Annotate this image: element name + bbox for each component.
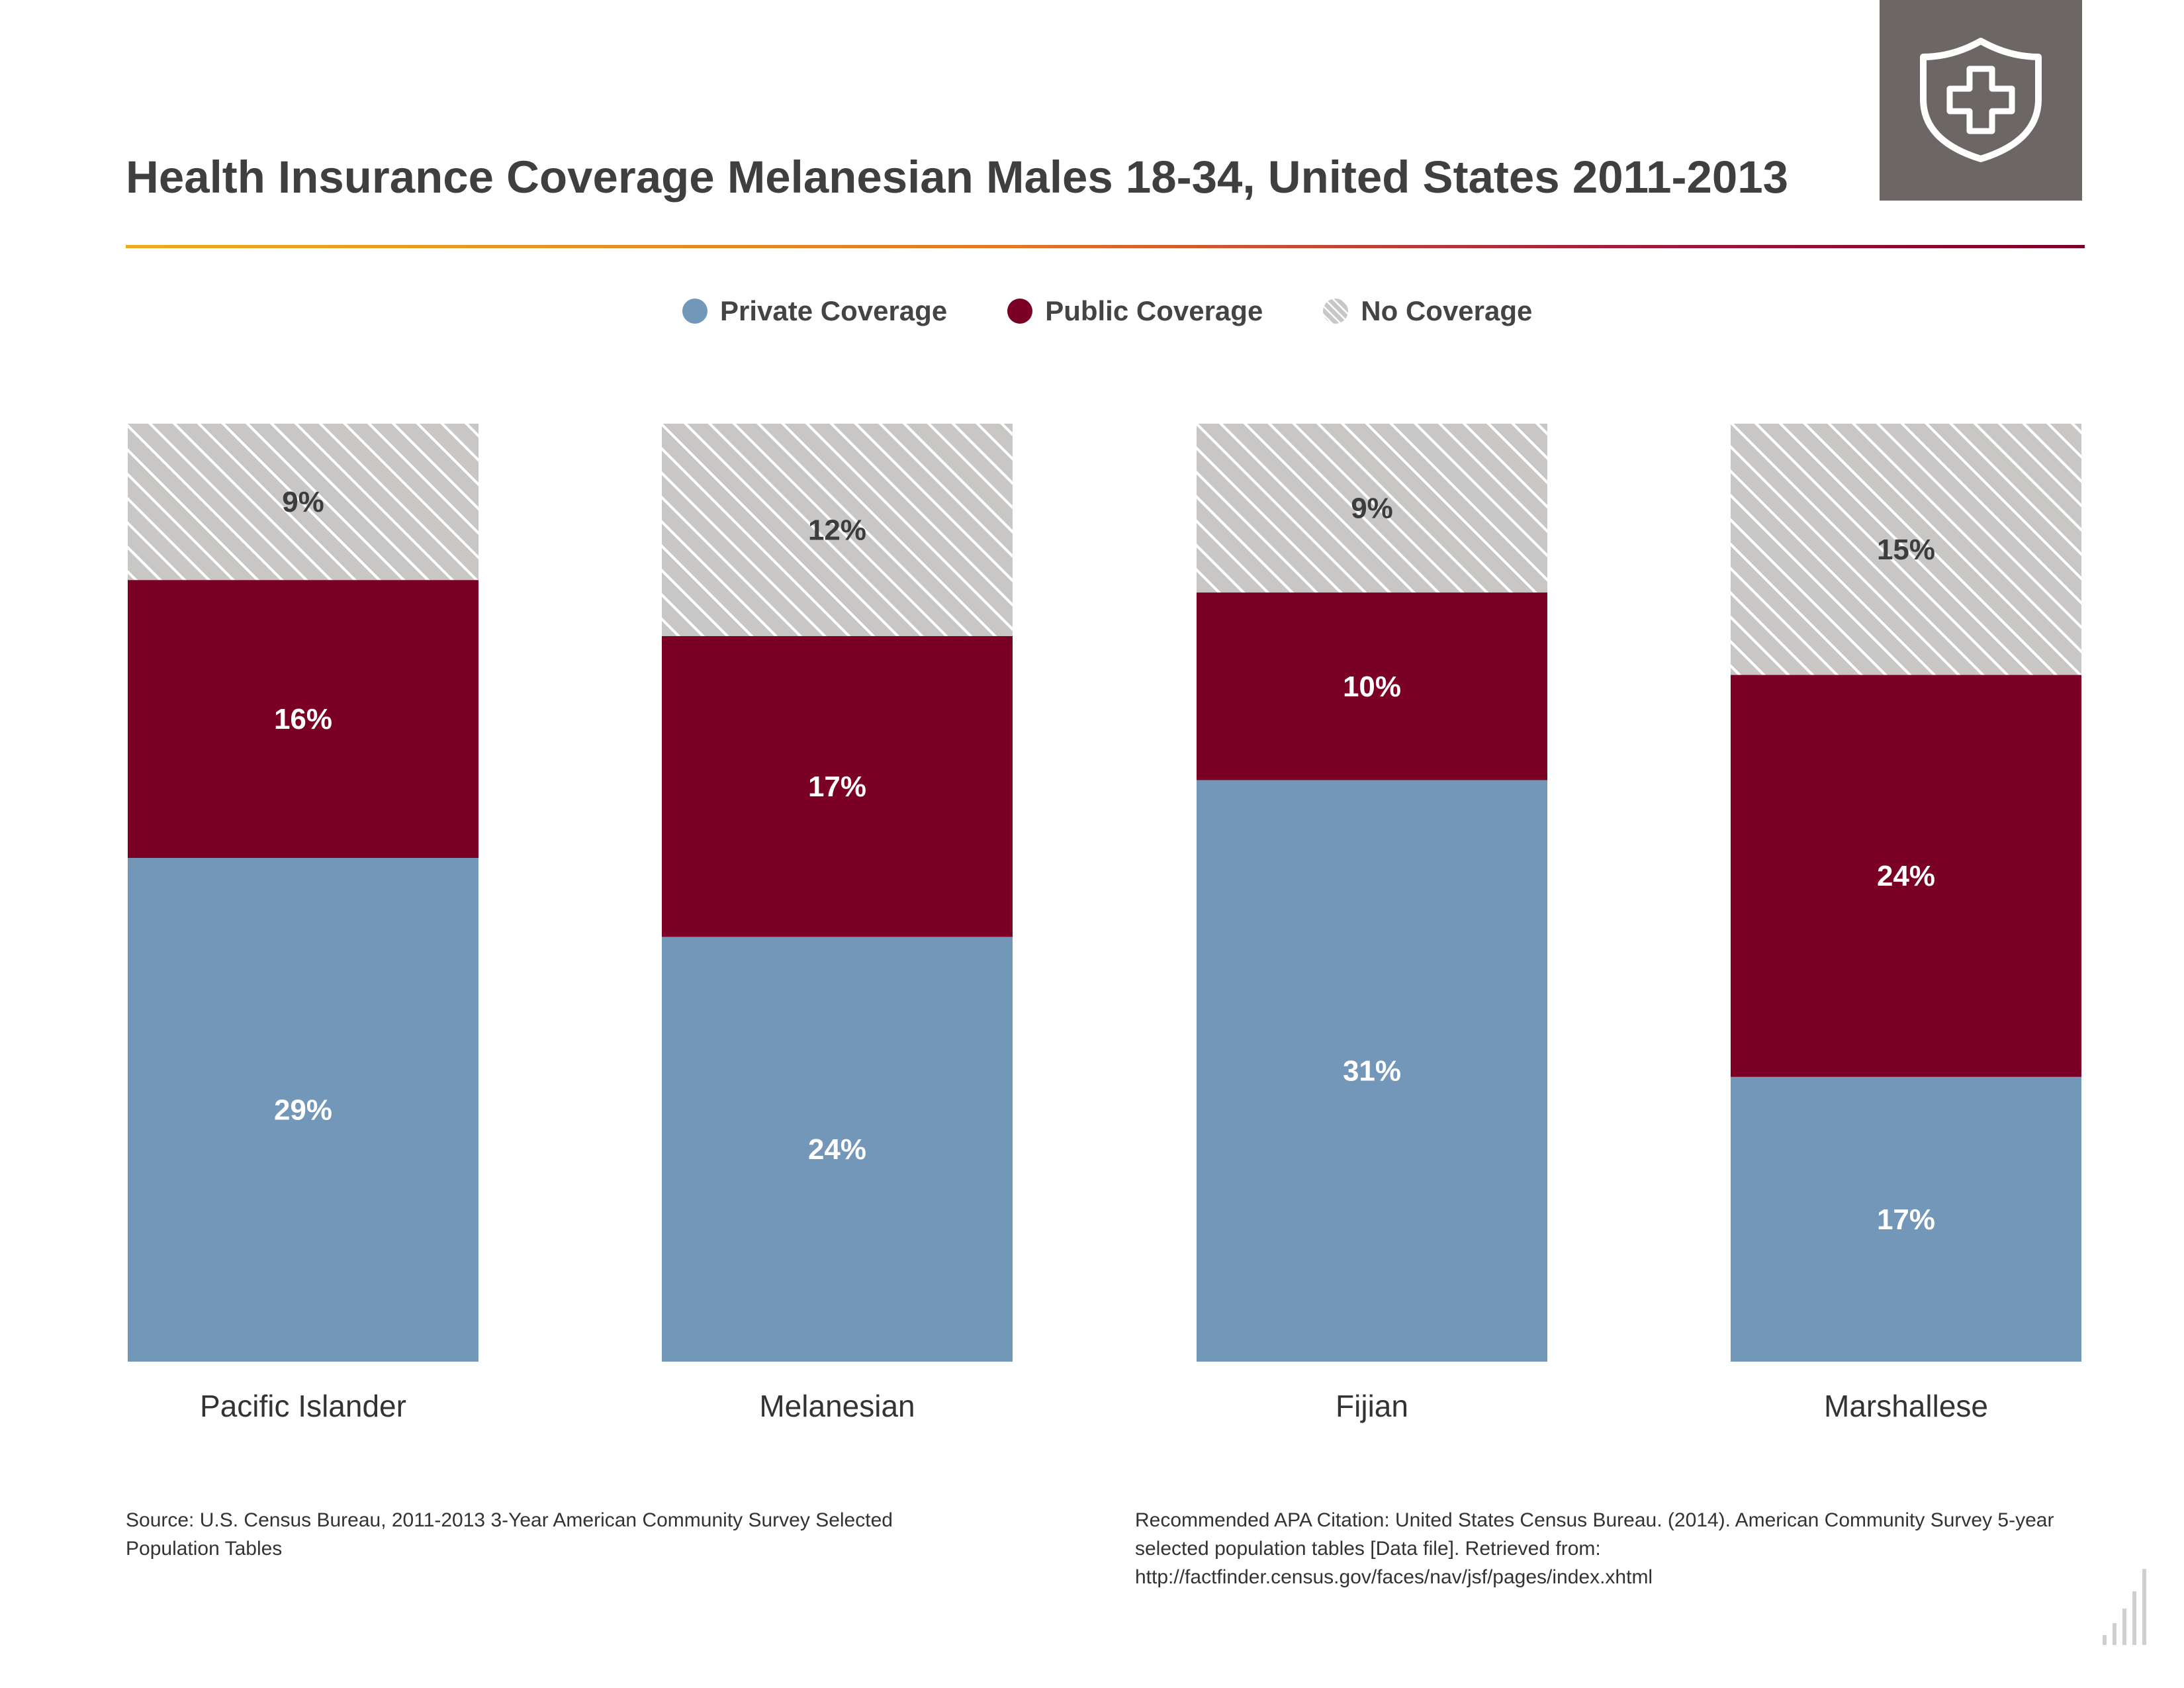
data-label-marshallese-public-coverage: 24% [1877,860,1935,892]
apa-citation: Recommended APA Citation: United States … [1135,1509,2054,1588]
legend-swatch-none [1323,299,1349,324]
shield-icon-graphic [1920,38,2042,162]
data-label-fijian-no-coverage: 9% [1351,492,1393,525]
bar-chart-logo-icon [2103,1569,2146,1645]
bar-segment-melanesian-private-coverage [662,937,1013,1362]
data-label-marshallese-no-coverage: 15% [1877,534,1935,566]
bar-segment-marshallese-no-coverage [1731,424,2081,675]
data-label-fijian-private-coverage: 31% [1343,1055,1401,1088]
stacked-bar-chart: 29% 16% 9% Pacific Islander 24% 17% 12% Melanes… [128,424,2081,1423]
legend-item-private: Private Coverage [682,295,947,327]
source-note: Source: U.S. Census Bureau, 2011-2013 3-… [126,1509,893,1560]
category-label-pacific-islander: Pacific Islander [200,1389,406,1423]
category-label-fijian: Fijian [1336,1389,1408,1423]
data-label-pacific-islander-private-coverage: 29% [274,1094,332,1127]
data-label-fijian-public-coverage: 10% [1343,671,1401,703]
legend-label-none: No Coverage [1361,295,1533,326]
shield-medical-cross-icon [1880,0,2082,201]
title-divider [126,245,2085,248]
legend-swatch-public [1007,299,1033,324]
legend-label-private: Private Coverage [720,295,948,326]
data-label-melanesian-public-coverage: 17% [808,771,866,803]
bar-segment-fijian-private-coverage [1197,780,1547,1362]
legend-item-none: No Coverage [1322,295,1532,327]
data-label-melanesian-private-coverage: 24% [808,1133,866,1166]
bar-segment-marshallese-private-coverage [1731,1076,2081,1362]
bar-segment-fijian-no-coverage [1197,424,1547,593]
data-label-marshallese-private-coverage: 17% [1877,1203,1935,1236]
data-label-pacific-islander-public-coverage: 16% [274,703,332,735]
data-label-melanesian-no-coverage: 12% [808,514,866,546]
data-label-pacific-islander-no-coverage: 9% [282,486,324,518]
legend-swatch-private [682,299,707,324]
bar-segment-pacific-islander-no-coverage [128,424,478,581]
bar-segment-melanesian-public-coverage [662,635,1013,937]
chart-legend: Private Coverage Public Coverage No Cove… [682,291,1532,331]
bar-segment-pacific-islander-private-coverage [128,858,478,1362]
chart-title: Health Insurance Coverage Melanesian Mal… [126,152,1788,203]
bar-segment-marshallese-public-coverage [1731,675,2081,1077]
legend-item-public: Public Coverage [1007,295,1263,327]
bar-segment-fijian-public-coverage [1197,592,1547,780]
category-label-melanesian: Melanesian [759,1389,915,1423]
bar-segment-melanesian-no-coverage [662,424,1013,636]
bar-segment-pacific-islander-public-coverage [128,580,478,859]
legend-label-public: Public Coverage [1045,295,1263,326]
category-label-marshallese: Marshallese [1824,1389,1988,1423]
